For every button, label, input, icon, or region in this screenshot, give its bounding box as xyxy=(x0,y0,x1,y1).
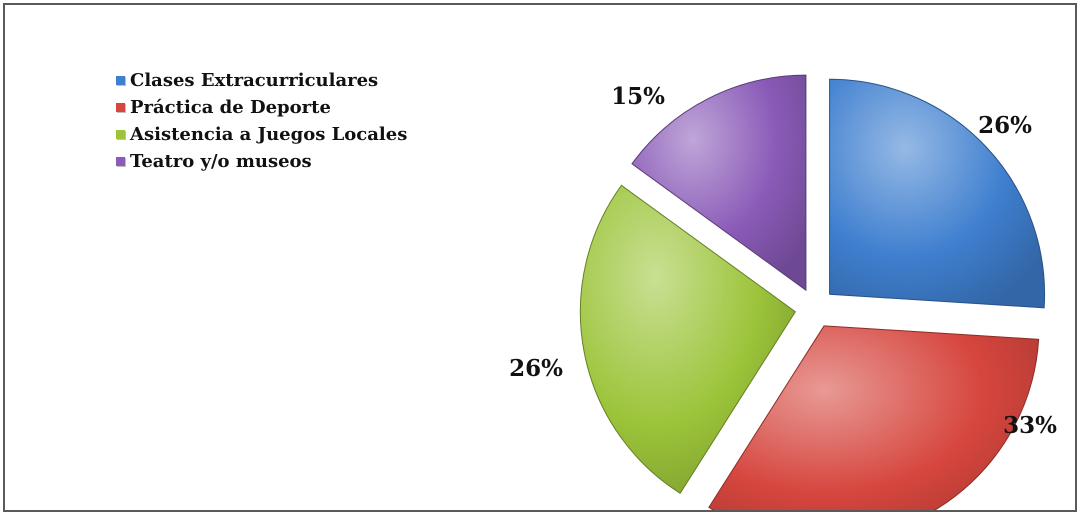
pie-chart: 26% 33% 26% 15% xyxy=(509,74,1057,510)
legend-swatch-practica-de-deporte xyxy=(116,103,125,112)
legend-item-practica-de-deporte: Práctica de Deporte xyxy=(116,94,407,121)
legend: Clases Extracurriculares Práctica de Dep… xyxy=(116,67,407,175)
legend-label-asistencia-a-juegos-locales: Asistencia a Juegos Locales xyxy=(130,124,408,145)
legend-item-asistencia-a-juegos-locales: Asistencia a Juegos Locales xyxy=(116,121,407,148)
pie-slice-label-1: 26% xyxy=(978,112,1032,139)
pie-slice-label-3: 26% xyxy=(509,355,563,382)
legend-label-practica-de-deporte: Práctica de Deporte xyxy=(130,97,331,118)
pie-slice-label-2: 33% xyxy=(1003,412,1057,439)
pie-slice-2 xyxy=(708,325,1040,510)
legend-item-teatro-museos: Teatro y/o museos xyxy=(116,148,407,175)
legend-swatch-asistencia-a-juegos-locales xyxy=(116,130,125,139)
pie-slice-label-4: 15% xyxy=(611,83,665,110)
legend-swatch-clases-extracurriculares xyxy=(116,76,125,85)
pie-slice-4 xyxy=(631,74,807,292)
pie-slice-1 xyxy=(829,78,1046,309)
legend-label-teatro-museos: Teatro y/o museos xyxy=(130,151,312,172)
pie-slice-3 xyxy=(579,184,797,494)
legend-swatch-teatro-museos xyxy=(116,157,125,166)
chart-frame: 26% 33% 26% 15% Clases Extracurriculares Pr… xyxy=(3,3,1077,512)
legend-item-clases-extracurriculares: Clases Extracurriculares xyxy=(116,67,407,94)
legend-label-clases-extracurriculares: Clases Extracurriculares xyxy=(130,70,379,91)
